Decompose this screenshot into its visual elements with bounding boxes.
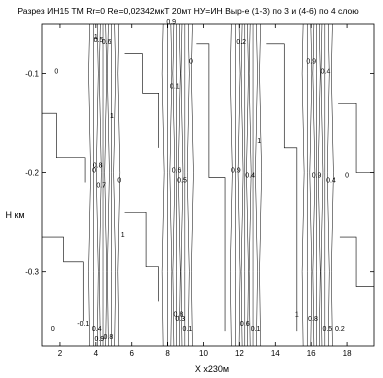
contour-line xyxy=(237,23,241,347)
contour-line xyxy=(99,23,102,347)
zero-contour xyxy=(338,102,374,173)
zero-contour xyxy=(196,43,226,332)
x-tick-label: 10 xyxy=(199,349,208,358)
contour-label: 0.3 xyxy=(175,316,185,323)
contour-line xyxy=(191,23,194,347)
contour-label: 0.8 xyxy=(308,316,318,323)
contour-label: 0.8 xyxy=(104,334,114,341)
contour-label: 0.4 xyxy=(92,326,102,333)
contour-line xyxy=(320,23,324,347)
contour-label: 1 xyxy=(94,34,98,41)
contour-label: 0.4 xyxy=(321,69,331,76)
contour-line xyxy=(169,23,173,347)
contour-line xyxy=(96,23,99,347)
zero-contour xyxy=(42,236,84,322)
contour-label: 0.2 xyxy=(335,326,345,333)
x-tick-label: 8 xyxy=(165,349,170,358)
contour-line xyxy=(117,23,121,347)
contour-label: 0.7 xyxy=(96,182,106,189)
contour-line xyxy=(301,23,305,347)
contour-line xyxy=(248,23,252,347)
contour-line xyxy=(113,23,116,347)
x-tick-label: 6 xyxy=(130,349,135,358)
zero-contour xyxy=(339,236,374,287)
contour-line xyxy=(230,23,233,347)
zero-contour xyxy=(266,43,298,332)
contour-label: 1 xyxy=(121,232,125,239)
x-axis: 2 4 6 8 10 12 14 16 18 xyxy=(58,24,352,358)
contour-line xyxy=(309,23,313,347)
contour-label: 0 xyxy=(189,59,193,66)
contour-line xyxy=(240,23,244,347)
contour-label: 0 xyxy=(54,69,58,76)
contour-line xyxy=(107,23,110,347)
contour-label: 0.5 xyxy=(94,37,104,44)
contour-label: 0.5 xyxy=(322,326,332,333)
contour-label: 0 xyxy=(92,168,96,175)
y-tick-label: -0.2 xyxy=(25,169,39,178)
contour-label: 0.8 xyxy=(93,163,103,170)
contour-label: 0 xyxy=(117,178,121,185)
x-tick-label: 4 xyxy=(94,349,99,358)
contour-label: 0.9 xyxy=(306,59,316,66)
contour-label: 0.5 xyxy=(177,178,187,185)
contour-line xyxy=(187,23,190,347)
contour-label: 1 xyxy=(257,138,261,145)
contour-label: 0 xyxy=(345,173,349,180)
contour-label: 0 xyxy=(51,326,55,333)
contour-label: 0.1 xyxy=(182,326,192,333)
plot-area: 00-0.1010.40.80.50.90.70.60.81010.90.10.… xyxy=(41,19,375,347)
contour-line xyxy=(259,23,262,347)
x-tick-label: 16 xyxy=(307,349,316,358)
x-tick-label: 12 xyxy=(235,349,244,358)
contour-label: 0.4 xyxy=(326,178,336,185)
contour-line xyxy=(246,23,249,347)
contour-label: 1 xyxy=(110,113,114,120)
zero-contour xyxy=(124,211,159,302)
y-tick-label: -0.1 xyxy=(25,70,39,79)
zero-contour xyxy=(42,112,86,183)
contour-label: 0.6 xyxy=(102,39,112,46)
contour-label: -0.1 xyxy=(77,321,89,328)
contour-label: 1 xyxy=(295,311,299,318)
contour-line xyxy=(180,23,184,347)
x-axis-label: X x230м xyxy=(195,364,229,374)
contour-label: 0.9 xyxy=(166,19,176,26)
contour-line xyxy=(255,23,258,347)
contour-line xyxy=(104,23,107,347)
contour-line xyxy=(161,23,165,347)
y-axis-label: H км xyxy=(5,210,24,220)
y-axis: -0.1 -0.2 -0.3 xyxy=(25,70,374,277)
x-tick-label: 14 xyxy=(271,349,280,358)
contour-label: 0.1 xyxy=(251,326,261,333)
x-tick-label: 18 xyxy=(343,349,352,358)
y-tick-label: -0.3 xyxy=(25,268,39,277)
x-tick-label: 2 xyxy=(58,349,63,358)
contour-label: 0.4 xyxy=(245,173,255,180)
contour-label: 0.9 xyxy=(312,173,322,180)
contour-line xyxy=(331,23,334,347)
contour-label: 0.9 xyxy=(231,168,241,175)
contour-line xyxy=(178,23,181,347)
contour-line xyxy=(326,23,330,347)
contour-line xyxy=(312,23,316,347)
contour-label: 0.8 xyxy=(174,311,184,318)
chart-title: Разрез ИН15 ТМ Rr=0 Re=0,02342мкТ 20мт Н… xyxy=(17,6,359,16)
zero-contour xyxy=(124,53,159,148)
contour-line xyxy=(172,23,176,347)
contour-label: 0.9 xyxy=(95,336,105,343)
contour-label: 0.1 xyxy=(170,83,180,90)
contour-label: 0.2 xyxy=(236,39,246,46)
contour-line xyxy=(88,23,91,347)
contour-line xyxy=(318,23,321,347)
contour-label: 0.6 xyxy=(240,321,250,328)
contour-label: 0.6 xyxy=(172,168,182,175)
